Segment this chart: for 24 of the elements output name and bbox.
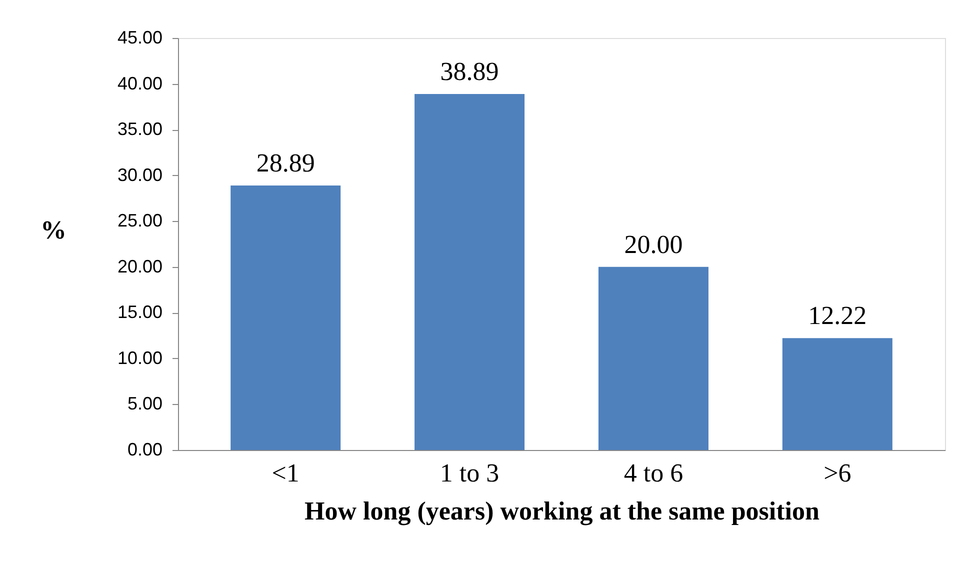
- y-tick-label: 45.00: [117, 28, 162, 48]
- y-tick-label: 5.00: [127, 394, 162, 414]
- data-label: 12.22: [808, 301, 867, 330]
- x-axis-title: How long (years) working at the same position: [304, 496, 820, 526]
- y-tick-label: 15.00: [117, 302, 162, 322]
- bar: [782, 338, 892, 450]
- x-tick-label: <1: [272, 458, 300, 488]
- bar: [230, 185, 341, 450]
- y-tick-label: 35.00: [117, 119, 162, 140]
- y-tick-label: 25.00: [117, 210, 162, 231]
- x-tick-label: 1 to 3: [440, 458, 500, 488]
- bar: [598, 266, 708, 450]
- x-tick-label: 4 to 6: [624, 458, 684, 488]
- y-axis-title: %: [40, 216, 66, 244]
- y-tick-label: 10.00: [117, 348, 162, 368]
- y-tick-label: 0.00: [127, 440, 162, 460]
- x-tick-label: >6: [824, 458, 852, 488]
- bar: [414, 94, 525, 450]
- y-tick-label: 30.00: [117, 164, 162, 185]
- y-tick-label: 20.00: [117, 256, 162, 276]
- data-label: 38.89: [440, 56, 499, 86]
- data-label: 28.89: [256, 148, 315, 178]
- y-tick-label: 40.00: [117, 73, 162, 94]
- data-label: 20.00: [624, 230, 683, 259]
